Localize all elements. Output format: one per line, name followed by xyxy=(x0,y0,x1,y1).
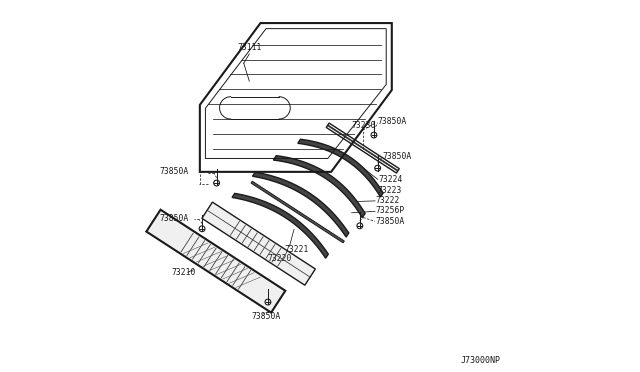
Text: 73210: 73210 xyxy=(172,268,196,277)
Text: 73111: 73111 xyxy=(237,43,262,52)
Polygon shape xyxy=(251,181,344,243)
Text: 73256P: 73256P xyxy=(375,206,404,215)
Text: 73850A: 73850A xyxy=(378,117,407,126)
Text: 73224: 73224 xyxy=(379,175,403,184)
Polygon shape xyxy=(298,139,383,197)
Polygon shape xyxy=(232,193,328,258)
Polygon shape xyxy=(147,210,285,312)
Text: 73222: 73222 xyxy=(376,196,400,205)
Text: 73230: 73230 xyxy=(351,121,376,130)
Text: 73850A: 73850A xyxy=(160,167,189,176)
Text: 73850A: 73850A xyxy=(160,214,189,223)
Text: 73850A: 73850A xyxy=(383,152,412,161)
Polygon shape xyxy=(253,172,349,237)
Text: 73850A: 73850A xyxy=(251,312,280,321)
Text: 73220: 73220 xyxy=(267,254,292,263)
Text: 73221: 73221 xyxy=(285,245,309,254)
Text: 73223: 73223 xyxy=(378,186,402,195)
Polygon shape xyxy=(202,202,316,285)
Text: 73850A: 73850A xyxy=(375,217,404,226)
Text: J73000NP: J73000NP xyxy=(460,356,500,365)
Polygon shape xyxy=(328,125,398,171)
Polygon shape xyxy=(273,156,365,218)
